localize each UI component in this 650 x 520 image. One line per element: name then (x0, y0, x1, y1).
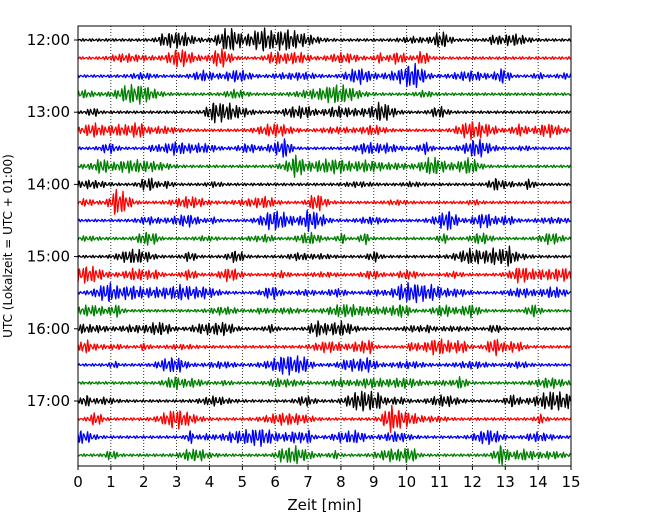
seismogram-trace (77, 404, 572, 433)
y-tick-label: 17:00 (27, 392, 70, 410)
seismogram-trace (77, 177, 571, 191)
seismogram-trace (77, 265, 572, 284)
seismogram-trace (77, 355, 572, 376)
x-tick-label: 4 (205, 473, 215, 491)
seismogram-trace (77, 62, 572, 89)
seismogram-trace (77, 188, 572, 215)
x-tick-label: 8 (336, 473, 346, 491)
x-tick-label: 7 (303, 473, 313, 491)
seismogram-trace (77, 154, 571, 178)
seismogram-trace (77, 390, 572, 412)
seismogram-trace (77, 445, 571, 466)
x-tick-label: 3 (172, 473, 182, 491)
x-tick-label: 9 (369, 473, 379, 491)
seismogram-trace (77, 428, 572, 447)
x-tick-label: 1 (106, 473, 116, 491)
y-axis-label: UTC (Lokalzeit = UTC + 01:00) (1, 154, 15, 338)
seismogram-trace (77, 48, 571, 68)
seismogram-trace (77, 121, 571, 141)
y-axis-ticks: 12:00 13:00 14:00 15:00 16:00 17:00 (27, 31, 78, 410)
y-tick-label: 14:00 (27, 175, 70, 193)
plot-frame (77, 25, 572, 467)
seismogram-trace (77, 231, 572, 246)
seismogram-trace (77, 101, 571, 124)
seismogram-trace (77, 209, 572, 233)
seismogram-trace (77, 375, 571, 391)
seismogram-trace (77, 281, 572, 304)
x-axis-label: Zeit [min] (287, 496, 361, 514)
seismogram-trace (77, 83, 572, 105)
seismogram-trace (77, 303, 571, 319)
traces (77, 27, 572, 466)
seismogram-trace (77, 338, 571, 357)
seismogram-trace (77, 138, 571, 158)
x-axis-ticks: 0 1 2 3 4 5 6 7 8 9 10 11 12 13 14 15 (73, 466, 581, 491)
plot-background (78, 26, 571, 466)
seismogram-trace (77, 27, 572, 52)
x-tick-label: 2 (139, 473, 149, 491)
x-tick-label: 13 (496, 473, 515, 491)
seismogram-trace (77, 320, 572, 338)
seismogram-trace (77, 245, 572, 267)
x-tick-label: 6 (270, 473, 280, 491)
grid-lines (110, 26, 539, 466)
y-tick-label: 16:00 (27, 320, 70, 338)
y-tick-label: 12:00 (27, 31, 70, 49)
y-tick-label: 15:00 (27, 248, 70, 266)
x-tick-label: 12 (463, 473, 482, 491)
x-tick-label: 11 (430, 473, 449, 491)
x-tick-label: 14 (529, 473, 548, 491)
x-tick-label: 5 (238, 473, 248, 491)
y-tick-label: 13:00 (27, 103, 70, 121)
x-tick-label: 0 (73, 473, 83, 491)
x-tick-label: 10 (397, 473, 416, 491)
x-tick-label: 15 (561, 473, 580, 491)
